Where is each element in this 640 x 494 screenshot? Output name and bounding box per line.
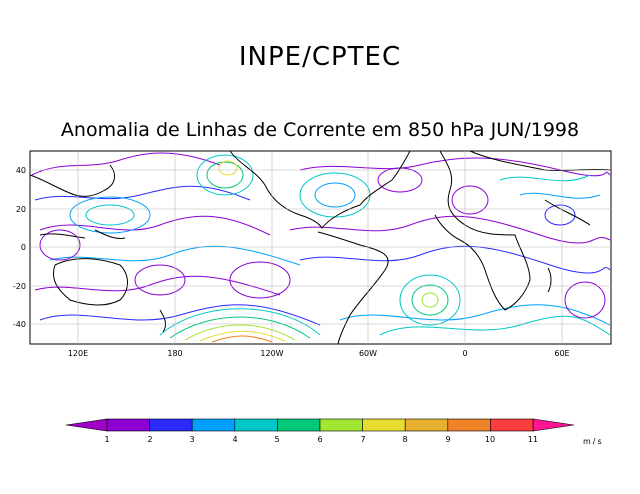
coastlines [29, 150, 612, 345]
colorbar-label: 5 [274, 435, 279, 444]
organization-title: INPE/CPTEC [238, 42, 402, 72]
colorbar-segment [191, 418, 236, 432]
lat-tick: 20 [16, 205, 26, 214]
colorbar-label: 9 [445, 435, 450, 444]
colorbar-segment [277, 418, 321, 432]
colorbar-label: 10 [485, 435, 495, 444]
lon-axis: 120E 180 120W 60W 0 60E [68, 349, 570, 358]
colorbar-segment [362, 418, 406, 432]
colorbar-segment [106, 418, 150, 432]
lon-tick: 0 [462, 349, 467, 358]
lon-tick: 120E [68, 349, 88, 358]
lat-tick: -40 [13, 320, 26, 329]
chart-title: Anomalia de Linhas de Corrente em 850 hP… [60, 119, 580, 141]
colorbar-segment [447, 418, 491, 432]
gridlines [30, 151, 611, 344]
colorbar-label: 7 [360, 435, 365, 444]
colorbar-label: 11 [528, 435, 538, 444]
lat-tick: 40 [16, 166, 26, 175]
colorbar-label: 2 [147, 435, 152, 444]
colorbar-label: 6 [317, 435, 322, 444]
lon-tick: 180 [167, 349, 182, 358]
colorbar-segment [319, 418, 363, 432]
colorbar-segment [149, 418, 193, 432]
lon-tick: 60E [554, 349, 569, 358]
colorbar-label: 1 [104, 435, 109, 444]
colorbar: 1 2 3 4 5 6 7 8 9 10 11 m/s [65, 418, 604, 446]
streamlines [31, 152, 611, 343]
colorbar-label: 4 [232, 435, 237, 444]
colorbar-high-arrow [532, 418, 575, 432]
colorbar-label: 8 [402, 435, 407, 444]
lon-tick: 120W [260, 349, 283, 358]
colorbar-segment [490, 418, 534, 432]
lon-tick: 60W [359, 349, 377, 358]
lat-axis: 40 20 0 -20 -40 [13, 166, 26, 329]
lat-tick: 0 [21, 243, 26, 252]
colorbar-label: 3 [189, 435, 194, 444]
colorbar-unit: m/s [583, 437, 604, 446]
colorbar-low-arrow [65, 418, 108, 432]
lat-tick: -20 [13, 282, 26, 291]
colorbar-segment [404, 418, 449, 432]
colorbar-segment [234, 418, 278, 432]
map-frame [29, 150, 612, 345]
